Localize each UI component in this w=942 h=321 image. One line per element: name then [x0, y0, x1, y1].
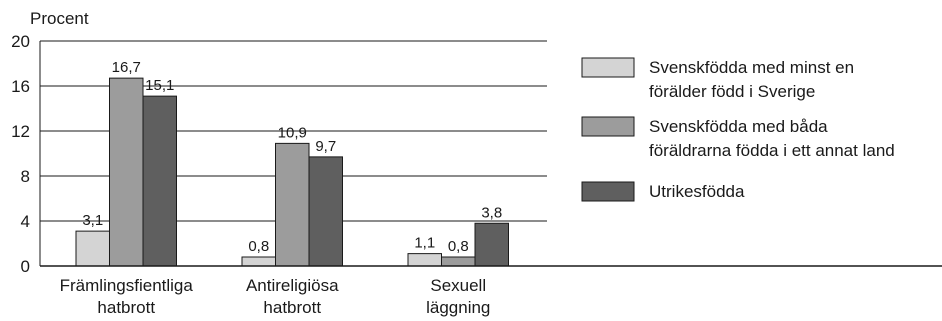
bar [474, 222, 509, 267]
legend-label: Utrikesfödda [649, 182, 745, 201]
data-label: 0,8 [248, 238, 269, 255]
data-label: 15,1 [145, 77, 174, 94]
y-tick-label: 0 [21, 257, 30, 276]
x-tick-label: Främlingsfientliga [60, 276, 194, 295]
x-tick-label: läggning [426, 298, 490, 317]
legend-label: Svenskfödda med båda [649, 117, 828, 136]
bar [407, 253, 442, 267]
legend-label: föräldrarna födda i ett annat land [649, 141, 895, 160]
data-label: 10,9 [278, 124, 307, 141]
value-labels: 3,1 16,715,1 0,8 10,9 9,7 1,1 0,8 3,8 [82, 59, 502, 255]
legend-swatch [581, 57, 635, 78]
legend: Svenskfödda med minst en förälder född i … [581, 57, 895, 202]
legend-label: förälder född i Sverige [649, 82, 815, 101]
data-label: 3,1 [82, 212, 103, 229]
bar [275, 142, 310, 267]
data-label: 9,7 [315, 138, 336, 155]
y-tick-label: 12 [11, 122, 30, 141]
data-label: 1,1 [414, 235, 435, 252]
data-label: 3,8 [481, 204, 502, 221]
legend-swatch [581, 116, 635, 137]
bar [75, 230, 110, 267]
bar [441, 256, 476, 267]
bar [308, 156, 343, 267]
bars [40, 77, 942, 267]
y-tick-label: 16 [11, 77, 30, 96]
x-tick-label: Antireligiösa [246, 276, 339, 295]
y-tick-label: 20 [11, 32, 30, 51]
data-label: 0,8 [448, 238, 469, 255]
y-axis-label: Procent [30, 9, 89, 28]
bar [241, 256, 276, 267]
x-tick-label: hatbrott [263, 298, 321, 317]
bar [142, 95, 177, 267]
x-tick-label: Sexuell [430, 276, 486, 295]
x-tick-labels: Främlingsfientliga hatbrott Antireligiösa h… [60, 276, 491, 317]
y-tick-labels: 0 4 8 12 16 20 [11, 32, 30, 276]
y-tick-label: 8 [21, 167, 30, 186]
bar [109, 77, 144, 267]
legend-label: Svenskfödda med minst en [649, 58, 854, 77]
y-tick-label: 4 [21, 212, 30, 231]
legend-swatch [581, 181, 635, 202]
data-label: 16,7 [112, 59, 141, 76]
x-tick-label: hatbrott [97, 298, 155, 317]
